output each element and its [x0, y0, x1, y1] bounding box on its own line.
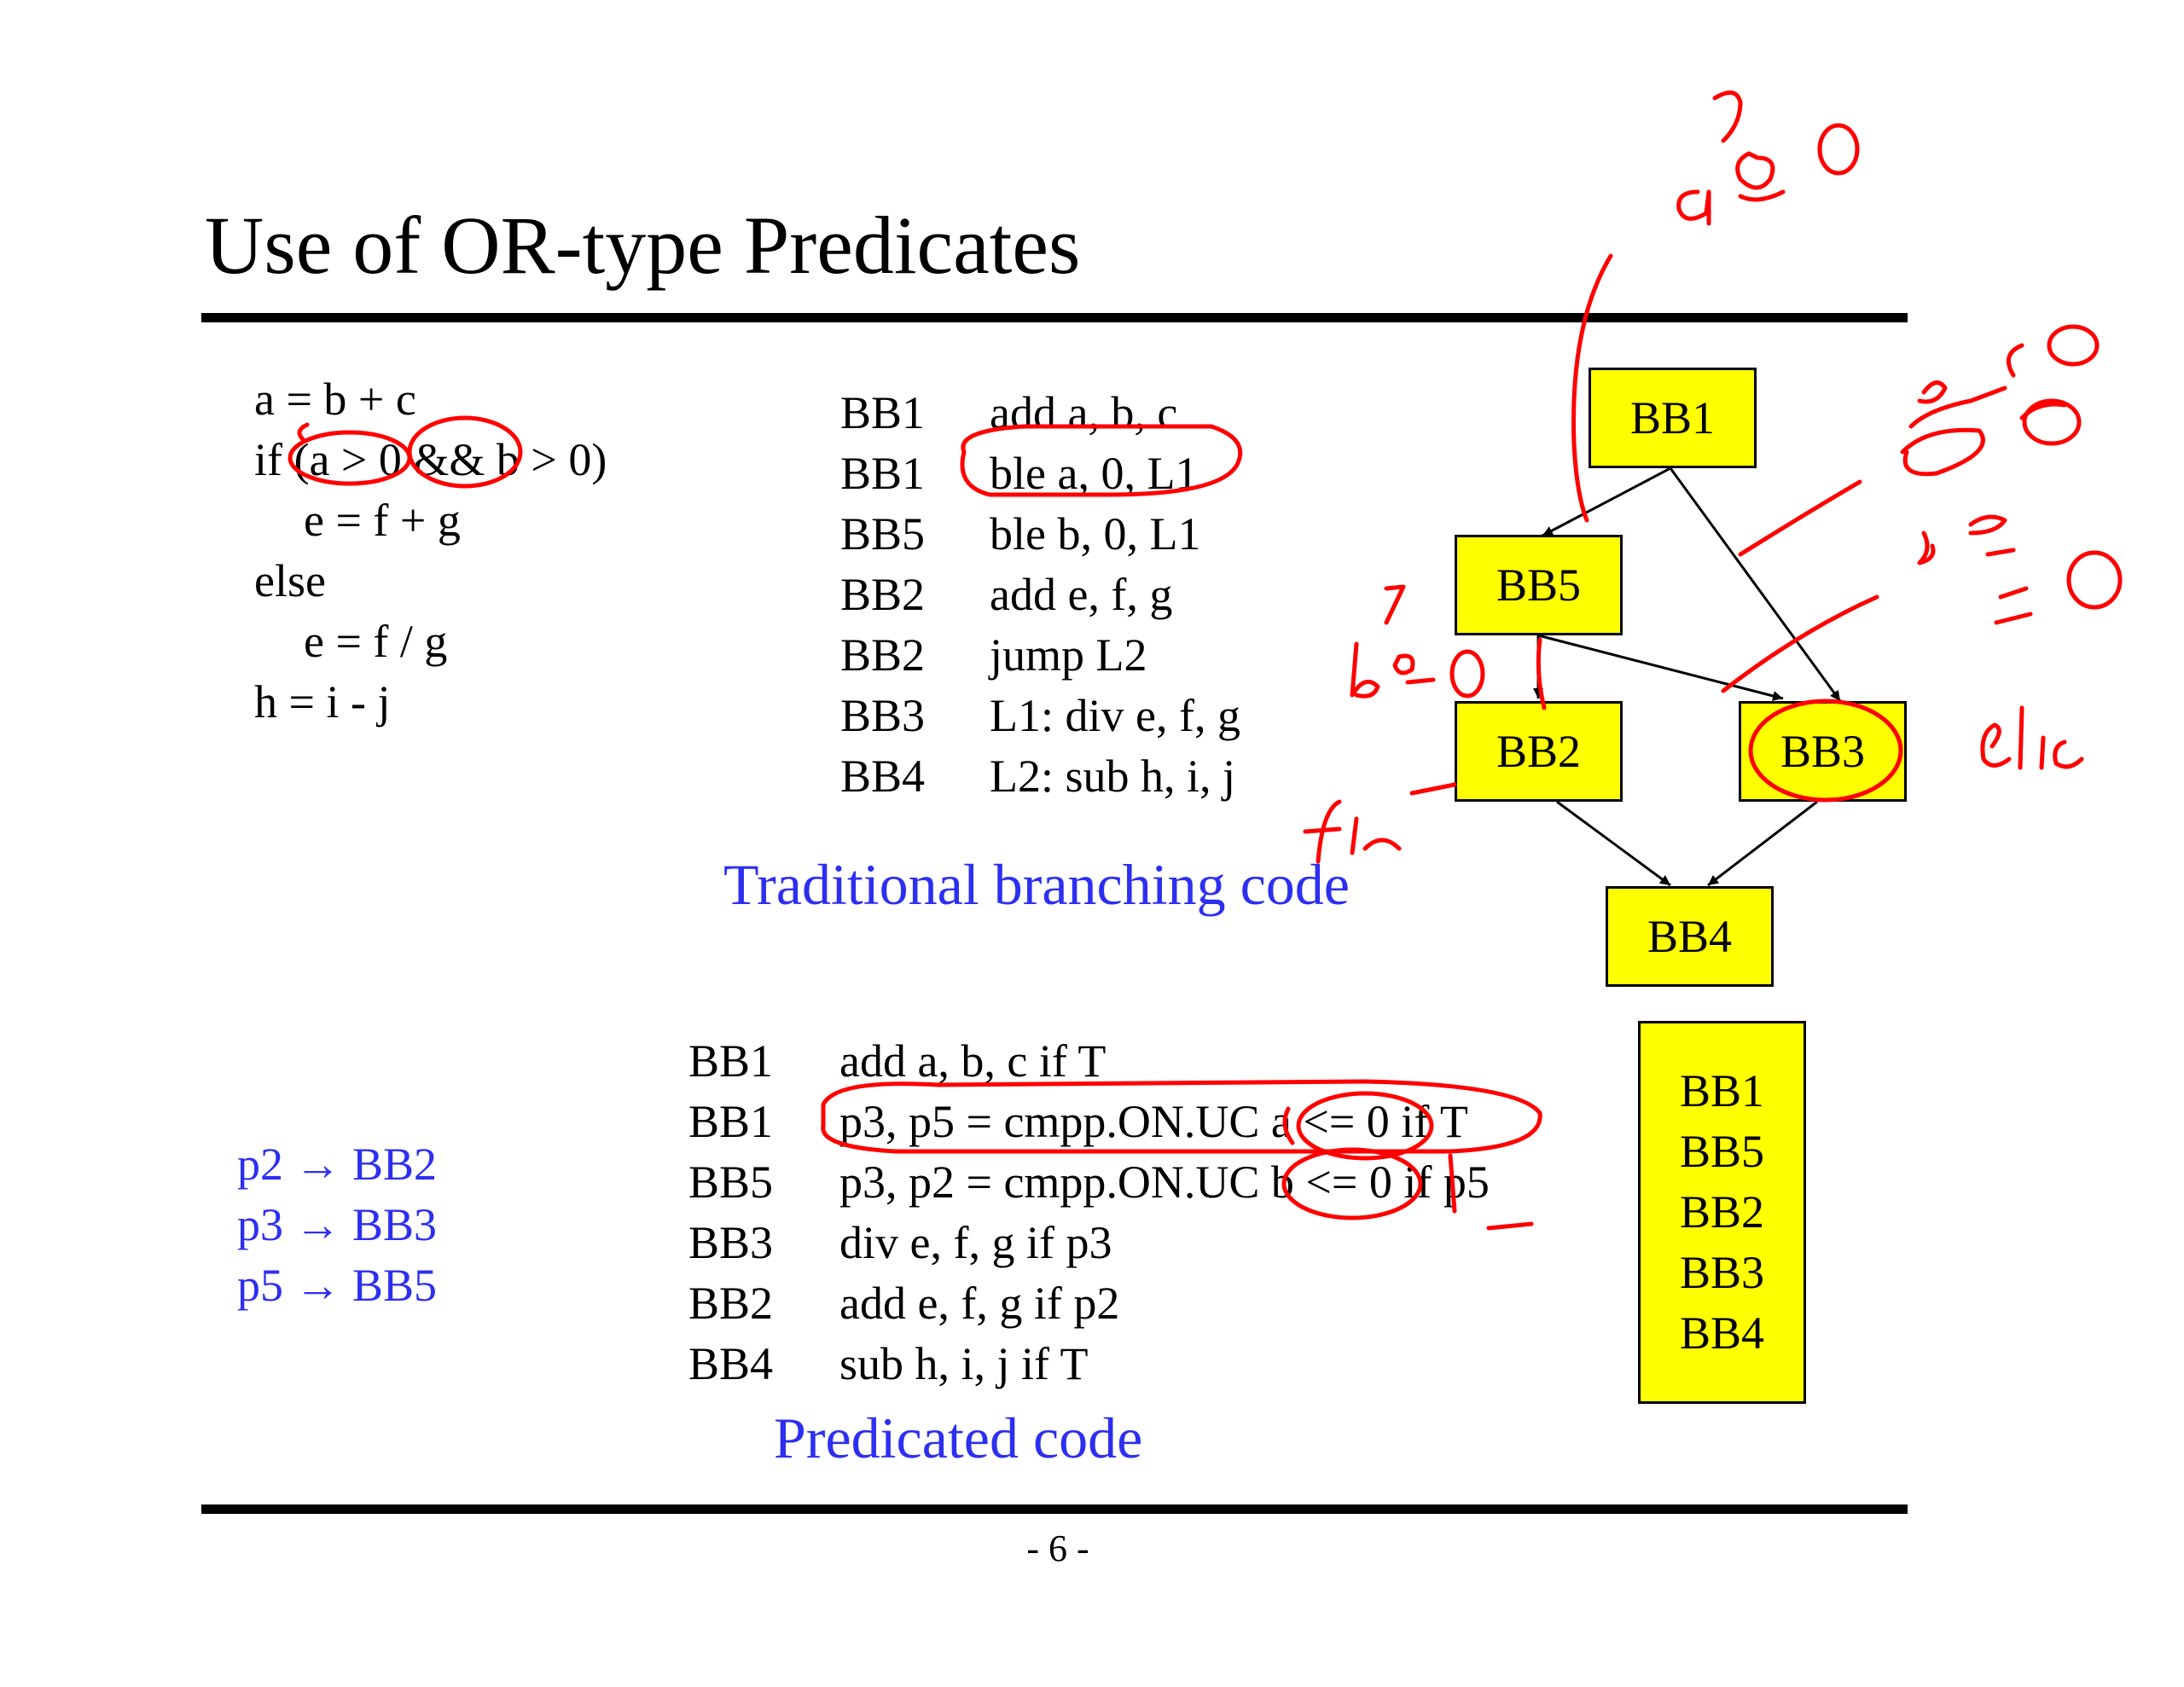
cfg-block-bb2: BB2 [1455, 701, 1623, 802]
block-label: BB1 [688, 1096, 774, 1147]
instruction: p3, p2 = cmpp.ON.UC b <= 0 if p5 [839, 1157, 1490, 1208]
block-label: BB5 [688, 1157, 774, 1208]
instruction: p3, p5 = cmpp.ON.UC a <= 0 if T [839, 1096, 1468, 1147]
ink-else [1980, 705, 2084, 770]
block-label: BB1 [840, 448, 926, 499]
edge-bb1-bb3 [1669, 467, 1842, 702]
predicated-caption: Predicated code [774, 1406, 1143, 1470]
instruction: L1: div e, f, g [990, 690, 1240, 741]
instruction: add a, b, c [990, 387, 1178, 438]
slide-title: Use of OR-type Predicates [205, 200, 1081, 291]
ink-b-le-zero [1917, 514, 2123, 625]
source-line: e = f + g [304, 495, 461, 546]
instruction: jump L2 [990, 629, 1147, 681]
ink-stroke-diag-2 [1721, 594, 1879, 693]
instruction: add a, b, c if T [839, 1035, 1107, 1087]
instruction: L2: sub h, i, j [990, 751, 1236, 802]
merged-block-item: BB1 [1679, 1065, 1765, 1116]
source-line: if (a > 0 && b > 0) [254, 434, 607, 485]
ink-b-gt-zero [1350, 584, 1485, 699]
edge-bb3-bb4 [1707, 800, 1818, 887]
instruction: add e, f, g [990, 569, 1173, 620]
edge-bb1-bb5 [1542, 467, 1671, 537]
ink-tick [297, 422, 310, 442]
source-line: else [254, 555, 326, 606]
source-line: e = f / g [304, 616, 448, 667]
block-label: BB2 [840, 569, 926, 620]
source-line: a = b + c [254, 374, 416, 425]
merged-block: BB1 BB5 BB2 BB3 BB4 [1638, 1021, 1806, 1404]
ink-a-le-zero [1900, 324, 2100, 477]
predicate-map-item: p3 → BB3 [237, 1199, 438, 1250]
traditional-caption: Traditional branching code [723, 852, 1350, 917]
ink-stroke-bb5 [1536, 637, 1547, 710]
predicate-map-item: p5 → BB5 [237, 1260, 438, 1311]
circle-cmpp-a [821, 1079, 1542, 1154]
ink-underline-p5 [1486, 1221, 1534, 1231]
ink-a-cmp-b-zero [1676, 90, 1860, 226]
circle-bb3 [1748, 699, 1903, 803]
block-label: BB3 [688, 1217, 774, 1268]
ink-stroke-diag-1 [1738, 479, 1862, 557]
top-rule [201, 313, 1908, 322]
merged-block-item: BB3 [1679, 1247, 1765, 1298]
instruction: sub h, i, j if T [839, 1338, 1089, 1389]
block-label: BB2 [840, 629, 926, 681]
circle-and-op [407, 415, 523, 489]
cfg-block-bb1: BB1 [1589, 368, 1757, 468]
merged-block-item: BB5 [1679, 1126, 1765, 1177]
block-label: BB2 [688, 1278, 774, 1329]
edge-bb2-bb4 [1556, 800, 1671, 887]
ink-bracket-b [1448, 1153, 1457, 1214]
block-label: BB1 [688, 1035, 774, 1087]
ink-stroke-bb1 [1571, 253, 1613, 523]
circle-a-le-0 [1296, 1091, 1434, 1161]
bottom-rule [201, 1504, 1908, 1514]
block-label: BB4 [840, 751, 926, 802]
block-label: BB4 [688, 1338, 774, 1389]
instruction: ble b, 0, L1 [990, 508, 1201, 559]
circle-b-le-0 [1281, 1147, 1423, 1220]
circle-a-gt-0 [288, 430, 412, 486]
merged-block-item: BB2 [1679, 1186, 1765, 1238]
block-label: BB1 [840, 387, 926, 438]
predicate-map-item: p2 → BB2 [237, 1139, 438, 1190]
ink-fn-note [1303, 782, 1457, 864]
cfg-block-bb5: BB5 [1455, 535, 1623, 635]
source-code: a = b + c if (a > 0 && b > 0) e = f + g … [254, 369, 607, 733]
page-number: - 6 - [1026, 1528, 1089, 1569]
block-label: BB3 [840, 690, 926, 741]
cfg-block-bb4: BB4 [1606, 886, 1774, 987]
ink-bracket-a [1282, 1106, 1295, 1145]
circle-ble-a [960, 424, 1243, 497]
instruction: div e, f, g if p3 [839, 1217, 1112, 1268]
merged-block-item: BB4 [1679, 1307, 1765, 1359]
edge-bb5-bb3 [1537, 634, 1784, 701]
block-label: BB5 [840, 508, 926, 559]
instruction: add e, f, g if p2 [839, 1278, 1120, 1329]
predicate-map: p2 → BB2 p3 → BB3 p5 → BB5 [237, 1134, 437, 1316]
source-line: h = i - j [254, 676, 391, 728]
